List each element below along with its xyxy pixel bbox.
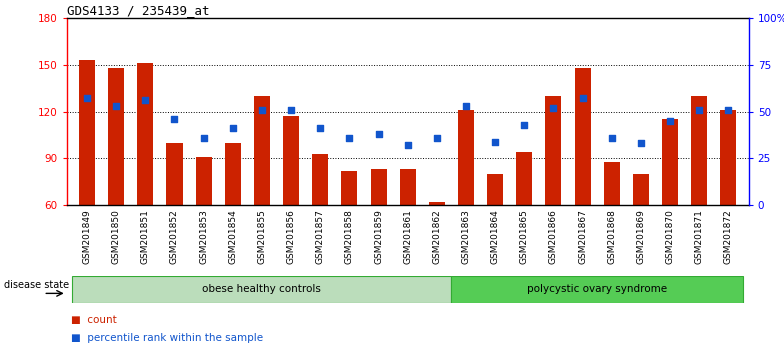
Text: GSM201857: GSM201857 [316, 209, 325, 264]
Point [81, 96, 93, 101]
Bar [662, 119, 678, 205]
Point [722, 107, 735, 113]
Text: GSM201869: GSM201869 [637, 209, 645, 264]
Bar [458, 110, 474, 205]
Bar [108, 68, 124, 205]
Point [518, 122, 531, 127]
Bar [452, 276, 743, 303]
Bar [720, 110, 736, 205]
Bar [341, 171, 358, 205]
Bar [691, 96, 707, 205]
Bar [72, 276, 452, 303]
Text: ■  count: ■ count [71, 315, 116, 325]
Bar [196, 157, 212, 205]
Point [198, 135, 210, 141]
Point [634, 141, 647, 146]
Text: GSM201868: GSM201868 [608, 209, 616, 264]
Bar [137, 63, 154, 205]
Text: GSM201851: GSM201851 [141, 209, 150, 264]
Text: GSM201852: GSM201852 [170, 209, 179, 264]
Point [372, 131, 385, 137]
Text: GSM201867: GSM201867 [578, 209, 587, 264]
Bar [283, 116, 299, 205]
Text: GSM201863: GSM201863 [462, 209, 470, 264]
Point [285, 107, 297, 113]
Bar [371, 169, 387, 205]
Point [693, 107, 706, 113]
Text: GSM201858: GSM201858 [345, 209, 354, 264]
Point [169, 116, 181, 122]
Point [605, 135, 618, 141]
Text: GSM201854: GSM201854 [228, 209, 238, 264]
Point [139, 97, 151, 103]
Point [547, 105, 560, 110]
Text: GSM201862: GSM201862 [432, 209, 441, 264]
Bar [400, 169, 416, 205]
Point [256, 107, 268, 113]
Bar [225, 143, 241, 205]
Text: GSM201866: GSM201866 [549, 209, 558, 264]
Point [576, 96, 589, 101]
Text: GSM201871: GSM201871 [695, 209, 704, 264]
Bar [166, 143, 183, 205]
Text: GSM201853: GSM201853 [199, 209, 208, 264]
Point [459, 103, 472, 109]
Text: ■  percentile rank within the sample: ■ percentile rank within the sample [71, 333, 263, 343]
Text: GSM201865: GSM201865 [520, 209, 528, 264]
Text: GSM201849: GSM201849 [82, 209, 92, 264]
Point [314, 126, 326, 131]
Text: disease state: disease state [4, 280, 69, 290]
Bar [487, 174, 503, 205]
Point [110, 103, 122, 109]
Point [430, 135, 443, 141]
Text: polycystic ovary syndrome: polycystic ovary syndrome [527, 284, 667, 295]
Text: GSM201855: GSM201855 [257, 209, 267, 264]
Text: GSM201861: GSM201861 [403, 209, 412, 264]
Bar [254, 96, 270, 205]
Text: GSM201850: GSM201850 [111, 209, 121, 264]
Text: GSM201859: GSM201859 [374, 209, 383, 264]
Point [489, 139, 502, 144]
Point [343, 135, 356, 141]
Text: GSM201856: GSM201856 [287, 209, 296, 264]
Bar [79, 60, 95, 205]
Bar [546, 96, 561, 205]
Bar [575, 68, 590, 205]
Bar [312, 154, 328, 205]
Text: obese healthy controls: obese healthy controls [202, 284, 321, 295]
Point [401, 142, 414, 148]
Bar [633, 174, 649, 205]
Bar [516, 152, 532, 205]
Text: GSM201864: GSM201864 [491, 209, 499, 264]
Text: GDS4133 / 235439_at: GDS4133 / 235439_at [67, 4, 209, 17]
Point [664, 118, 677, 124]
Bar [429, 202, 445, 205]
Text: GSM201870: GSM201870 [666, 209, 674, 264]
Point [227, 126, 239, 131]
Bar [604, 161, 619, 205]
Text: GSM201872: GSM201872 [724, 209, 733, 264]
